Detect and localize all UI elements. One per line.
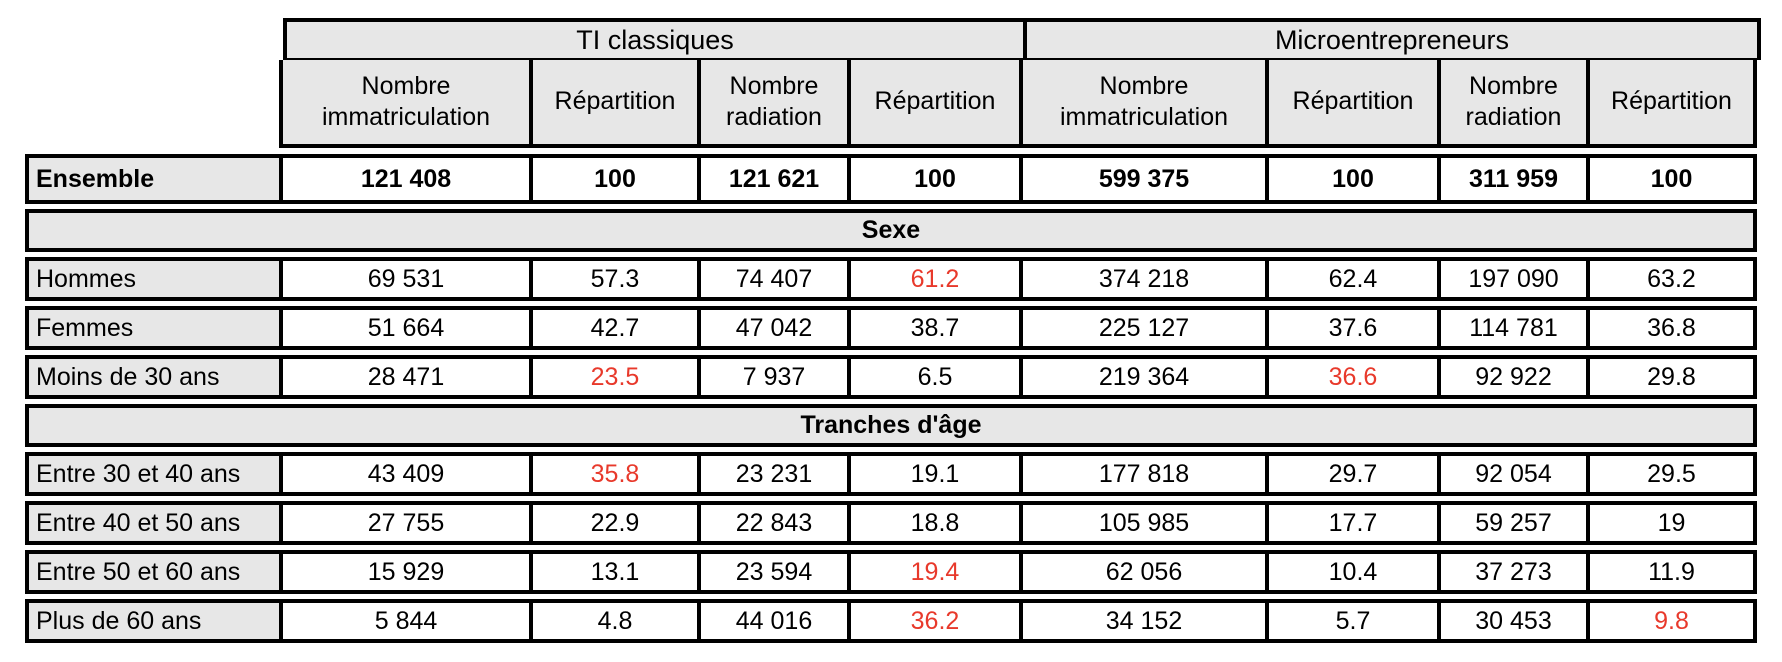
table-row: Entre 40 et 50 ans 27 755 22.9 22 843 18… (25, 501, 1782, 545)
data-cell: 197 090 (1437, 257, 1590, 301)
data-cell: 34 152 (1019, 599, 1269, 643)
data-cell: 29.8 (1586, 355, 1757, 399)
data-cell: 15 929 (279, 550, 533, 594)
data-cell: 59 257 (1437, 501, 1590, 545)
data-cell: 30 453 (1437, 599, 1590, 643)
data-cell: 121 621 (697, 154, 851, 204)
column-header: Nombre radiation (1437, 60, 1590, 148)
row-label: Entre 40 et 50 ans (25, 501, 283, 545)
data-cell: 7 937 (697, 355, 851, 399)
data-cell: 51 664 (279, 306, 533, 350)
table-row-ensemble: Ensemble 121 408 100 121 621 100 599 375… (25, 154, 1782, 204)
table-row: Entre 50 et 60 ans 15 929 13.1 23 594 19… (25, 550, 1782, 594)
data-cell: 225 127 (1019, 306, 1269, 350)
data-cell: 177 818 (1019, 452, 1269, 496)
column-header: Nombre immatriculation (279, 60, 533, 148)
table-row: Entre 30 et 40 ans 43 409 35.8 23 231 19… (25, 452, 1782, 496)
data-cell: 19.4 (847, 550, 1023, 594)
data-cell: 22 843 (697, 501, 851, 545)
data-cell: 22.9 (529, 501, 701, 545)
group-header-ti-classiques: TI classiques (283, 18, 1027, 60)
data-cell: 599 375 (1019, 154, 1269, 204)
data-cell: 105 985 (1019, 501, 1269, 545)
data-cell: 74 407 (697, 257, 851, 301)
data-cell: 62.4 (1265, 257, 1441, 301)
data-cell: 29.5 (1586, 452, 1757, 496)
statistics-table: TI classiques Microentrepreneurs Nombre … (25, 18, 1782, 643)
data-cell: 37.6 (1265, 306, 1441, 350)
data-cell: 43 409 (279, 452, 533, 496)
column-header: Répartition (1265, 60, 1441, 148)
data-cell: 100 (529, 154, 701, 204)
data-cell: 374 218 (1019, 257, 1269, 301)
row-label: Plus de 60 ans (25, 599, 283, 643)
data-cell: 62 056 (1019, 550, 1269, 594)
data-cell: 6.5 (847, 355, 1023, 399)
table-row: Moins de 30 ans 28 471 23.5 7 937 6.5 21… (25, 355, 1782, 399)
section-header-row: Sexe (25, 209, 1782, 252)
data-cell: 47 042 (697, 306, 851, 350)
data-cell: 23 594 (697, 550, 851, 594)
data-cell: 11.9 (1586, 550, 1757, 594)
data-cell: 92 054 (1437, 452, 1590, 496)
data-cell: 23.5 (529, 355, 701, 399)
data-cell: 10.4 (1265, 550, 1441, 594)
group-header-microentrepreneurs: Microentrepreneurs (1023, 18, 1761, 60)
data-cell: 61.2 (847, 257, 1023, 301)
data-cell: 311 959 (1437, 154, 1590, 204)
data-cell: 44 016 (697, 599, 851, 643)
table-row: Plus de 60 ans 5 844 4.8 44 016 36.2 34 … (25, 599, 1782, 643)
column-header-row: Nombre immatriculation Répartition Nombr… (25, 60, 1782, 148)
data-cell: 19 (1586, 501, 1757, 545)
row-label: Femmes (25, 306, 283, 350)
data-cell: 63.2 (1586, 257, 1757, 301)
column-header: Répartition (1586, 60, 1757, 148)
data-cell: 35.8 (529, 452, 701, 496)
data-cell: 36.8 (1586, 306, 1757, 350)
data-cell: 37 273 (1437, 550, 1590, 594)
data-cell: 13.1 (529, 550, 701, 594)
data-cell: 18.8 (847, 501, 1023, 545)
data-cell: 92 922 (1437, 355, 1590, 399)
row-label: Entre 30 et 40 ans (25, 452, 283, 496)
section-header-tranches-age: Tranches d'âge (25, 404, 1757, 447)
data-cell: 36.2 (847, 599, 1023, 643)
group-header-row: TI classiques Microentrepreneurs (25, 18, 1782, 60)
data-cell: 23 231 (697, 452, 851, 496)
data-cell: 5 844 (279, 599, 533, 643)
data-cell: 36.6 (1265, 355, 1441, 399)
section-header-sexe: Sexe (25, 209, 1757, 252)
section-header-row: Tranches d'âge (25, 404, 1782, 447)
data-cell: 121 408 (279, 154, 533, 204)
table-row: Femmes 51 664 42.7 47 042 38.7 225 127 3… (25, 306, 1782, 350)
top-left-spacer (25, 18, 283, 60)
data-cell: 17.7 (1265, 501, 1441, 545)
row-label: Ensemble (25, 154, 283, 204)
data-cell: 100 (1586, 154, 1757, 204)
data-cell: 219 364 (1019, 355, 1269, 399)
column-header: Nombre radiation (697, 60, 851, 148)
table-row: Hommes 69 531 57.3 74 407 61.2 374 218 6… (25, 257, 1782, 301)
row-label: Hommes (25, 257, 283, 301)
row-label: Moins de 30 ans (25, 355, 283, 399)
row-label: Entre 50 et 60 ans (25, 550, 283, 594)
data-cell: 28 471 (279, 355, 533, 399)
data-cell: 100 (847, 154, 1023, 204)
data-cell: 19.1 (847, 452, 1023, 496)
column-header-spacer (25, 60, 283, 148)
data-cell: 4.8 (529, 599, 701, 643)
data-cell: 29.7 (1265, 452, 1441, 496)
data-cell: 57.3 (529, 257, 701, 301)
column-header: Nombre immatriculation (1019, 60, 1269, 148)
data-cell: 42.7 (529, 306, 701, 350)
data-cell: 69 531 (279, 257, 533, 301)
data-cell: 9.8 (1586, 599, 1757, 643)
data-cell: 27 755 (279, 501, 533, 545)
data-cell: 114 781 (1437, 306, 1590, 350)
data-cell: 38.7 (847, 306, 1023, 350)
column-header: Répartition (529, 60, 701, 148)
column-header: Répartition (847, 60, 1023, 148)
data-cell: 100 (1265, 154, 1441, 204)
data-cell: 5.7 (1265, 599, 1441, 643)
